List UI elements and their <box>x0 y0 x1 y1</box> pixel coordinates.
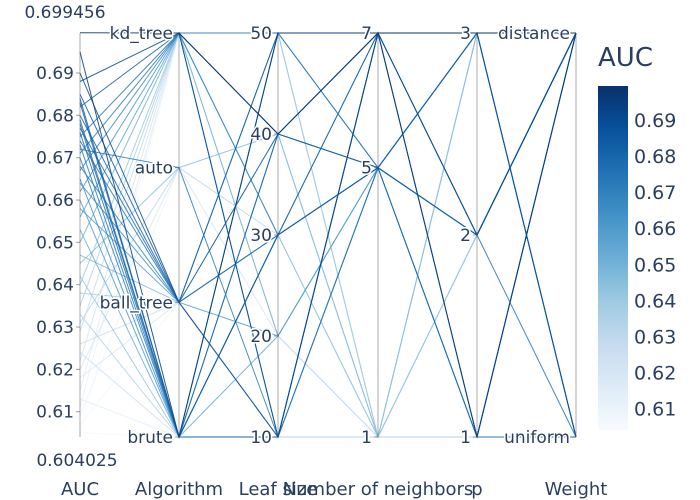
tick-label: 7 <box>361 24 372 44</box>
tick-label-halo: 7 <box>361 24 372 44</box>
tick-label: uniform <box>504 428 570 448</box>
tick-label-halo: 0.62 <box>36 360 74 380</box>
tick-label-halo: 0.64 <box>36 276 74 296</box>
colorbar: AUC 0.61 0.62 0.63 0.64 0.65 0.66 0.67 0.68 0.69 <box>598 43 676 430</box>
tick-label-halo: kd_tree <box>110 24 173 44</box>
tick-label-halo: 0.61 <box>36 403 74 423</box>
tick-label-halo: 1 <box>361 428 372 448</box>
tick-label: kd_tree <box>110 24 173 44</box>
tick-label-halo: auto <box>135 159 173 179</box>
tick-label-halo: 20 <box>250 327 272 347</box>
tick-label-halo: 5 <box>361 159 372 179</box>
tick-label-halo: 30 <box>250 226 272 246</box>
tick-label: 20 <box>250 327 272 347</box>
colorbar-gradient <box>598 86 628 430</box>
tick-label: ball_tree <box>100 293 173 313</box>
tick-label: 0.67 <box>36 149 74 169</box>
colorbar-tick-label: 0.63 <box>634 326 676 348</box>
colorbar-tick-label: 0.67 <box>634 182 676 204</box>
tick-label: 1 <box>460 428 471 448</box>
range-min-label: 0.604025 <box>36 451 117 471</box>
axis-title: Algorithm <box>135 479 223 500</box>
colorbar-tick-label: 0.61 <box>634 398 676 420</box>
tick-label-halo: 2 <box>460 226 471 246</box>
tick-label-halo: 0.68 <box>36 106 74 126</box>
colorbar-tick-label: 0.66 <box>634 218 676 240</box>
tick-label: distance <box>498 24 570 44</box>
tick-label: 0.63 <box>36 318 74 338</box>
tick-label: 1 <box>361 428 372 448</box>
axis-title: AUC <box>61 479 99 500</box>
axis-title: Weight <box>545 479 608 500</box>
colorbar-tick-label: 0.64 <box>634 290 676 312</box>
tick-label-halo: distance <box>498 24 570 44</box>
tick-label: 0.65 <box>36 233 74 253</box>
tick-label-halo: 0.63 <box>36 318 74 338</box>
tick-label-halo: 0.65 <box>36 233 74 253</box>
tick-label-halo: 0.67 <box>36 149 74 169</box>
data-line <box>79 32 577 438</box>
data-line <box>79 32 576 135</box>
axis-title: Leaf size <box>239 479 318 500</box>
tick-label: 3 <box>460 24 471 44</box>
tick-label: 0.64 <box>36 276 74 296</box>
colorbar-tick-label: 0.69 <box>634 110 676 132</box>
tick-label: 40 <box>250 125 272 145</box>
tick-label-halo: 3 <box>460 24 471 44</box>
colorbar-tick-label: 0.65 <box>634 254 676 276</box>
tick-label-halo: brute <box>127 428 173 448</box>
tick-label: 5 <box>361 159 372 179</box>
tick-label: brute <box>127 428 173 448</box>
axis-algorithm: Algorithmbrutebruteball_treeball_treeaut… <box>98 23 223 500</box>
tick-label-halo: 0.69 <box>36 64 74 84</box>
tick-label: 10 <box>250 428 272 448</box>
tick-label: 0.62 <box>36 360 74 380</box>
axis-title: p <box>471 479 482 500</box>
tick-label-halo: 10 <box>250 428 272 448</box>
tick-label: 0.68 <box>36 106 74 126</box>
range-max-label: 0.699456 <box>24 3 105 23</box>
tick-label-halo: 1 <box>460 428 471 448</box>
tick-label: 0.66 <box>36 191 74 211</box>
tick-label: 0.69 <box>36 64 74 84</box>
data-line <box>79 31 577 439</box>
tick-label-halo: 0.66 <box>36 191 74 211</box>
tick-label: 50 <box>250 24 272 44</box>
data-lines <box>79 31 577 439</box>
colorbar-tick-label: 0.62 <box>634 362 676 384</box>
tick-label: 0.61 <box>36 403 74 423</box>
tick-label-halo: 50 <box>250 24 272 44</box>
colorbar-title: AUC <box>598 43 653 73</box>
axis-title: Number of neighbors <box>283 479 474 500</box>
tick-label: 30 <box>250 226 272 246</box>
tick-label: 2 <box>460 226 471 246</box>
tick-label-halo: uniform <box>504 428 570 448</box>
tick-label-halo: 40 <box>250 125 272 145</box>
tick-label: auto <box>135 159 173 179</box>
colorbar-ticks: 0.61 0.62 0.63 0.64 0.65 0.66 0.67 0.68 0.69 <box>634 110 676 420</box>
axes: AUC0.610.610.620.620.630.630.640.640.650… <box>24 3 607 500</box>
axis-auc: AUC0.610.610.620.620.630.630.640.640.650… <box>24 3 117 500</box>
tick-label-halo: ball_tree <box>100 293 173 313</box>
colorbar-tick-label: 0.68 <box>634 146 676 168</box>
